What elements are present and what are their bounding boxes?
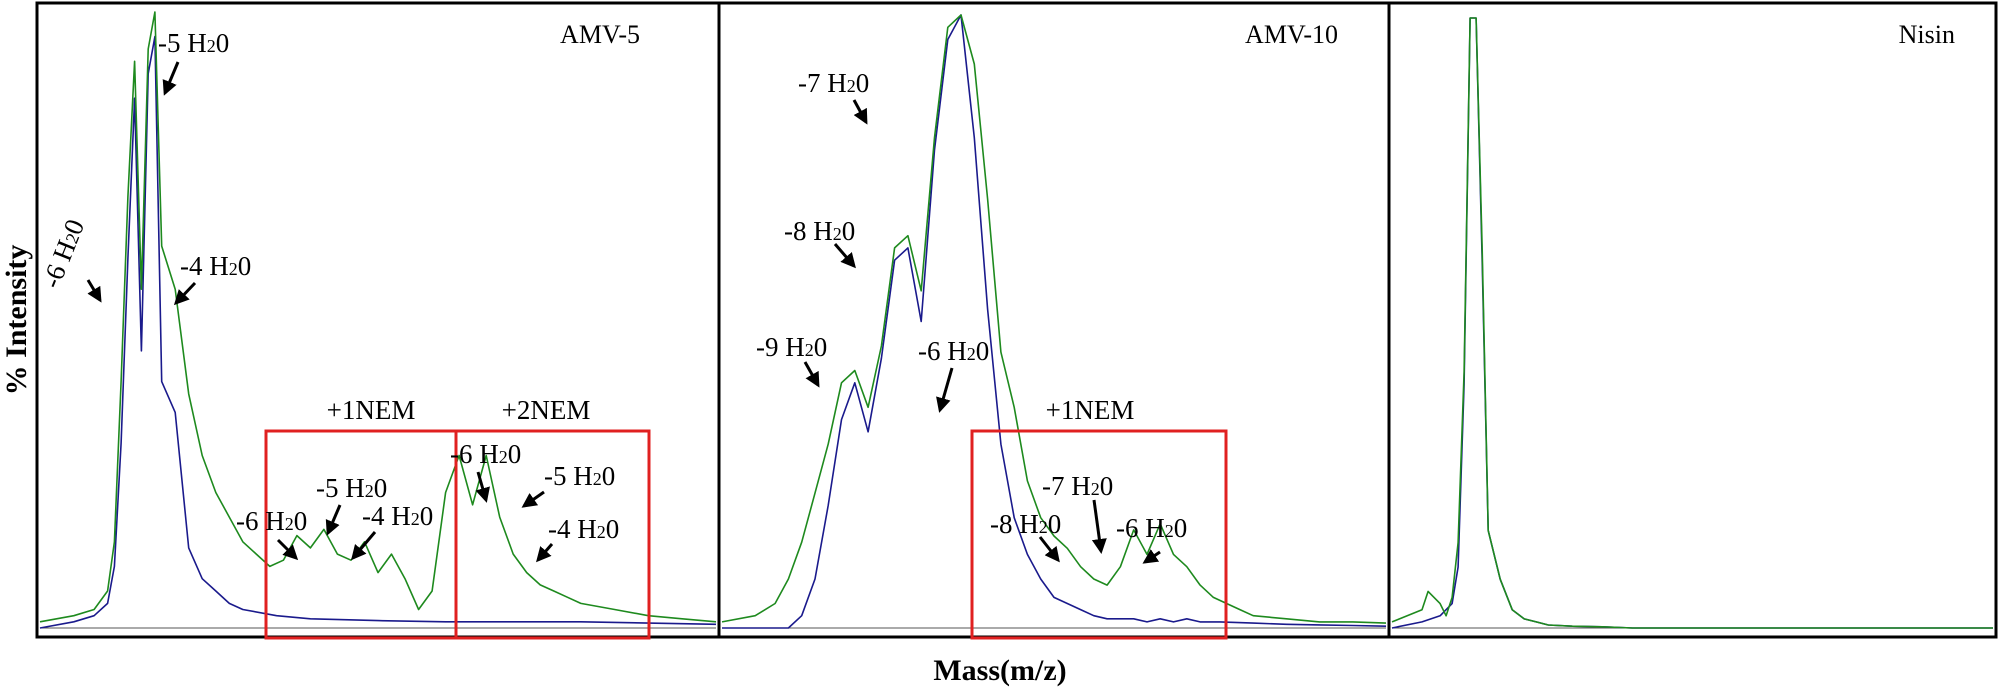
peak-label: -6 H20 [1116,513,1187,543]
peak-arrow [1038,536,1060,563]
peak-arrow [936,367,954,413]
peak-arrow [162,61,180,96]
spectrum-line-green-panel-2 [721,14,1387,624]
nem-highlight-box [970,429,1228,640]
peak-label: -5 H20 [158,28,229,58]
peak-arrow [173,281,197,306]
peak-arrow [521,490,545,508]
spectrum-line-green-panel-3 [1391,17,1993,629]
series-layer [39,11,1993,629]
peak-label: -7 H20 [798,68,869,98]
peak-label: -4 H20 [548,514,619,544]
panel-title-amv5: AMV-5 [560,20,640,49]
peak-label: -7 H20 [1042,471,1113,501]
peak-label: -8 H20 [990,509,1061,539]
peak-arrow [325,504,342,536]
peak-label: -6 H20 [918,336,989,366]
x-axis-title: Mass(m/z) [933,654,1066,687]
peak-label: -9 H20 [756,332,827,362]
nem-box-label: +1NEM [327,395,416,425]
peak-arrow [475,471,490,503]
y-axis-title: % Intensity [0,245,33,396]
peak-label: -6 H20 [450,439,521,469]
spectrum-line-blue-panel-1 [39,35,717,629]
peak-arrow [536,543,554,563]
panel-title-nisin: Nisin [1899,20,1955,49]
peak-label: -8 H20 [784,216,855,246]
peak-arrow [833,243,856,269]
peak-annotations: -6 H20-5 H20-4 H20-6 H20-5 H20-4 H20-6 H… [36,28,1187,564]
peak-label: -5 H20 [316,473,387,503]
peak-arrow [276,538,299,561]
spectrum-line-blue-panel-2 [722,14,1387,629]
peak-arrow [803,361,820,388]
spectrum-line-green-panel-1 [39,11,717,623]
nem-highlight-box [454,429,651,640]
peak-label: -4 H20 [180,251,251,281]
panel-title-amv10: AMV-10 [1245,20,1338,49]
peak-arrow [86,279,102,303]
peak-arrow [351,531,377,561]
peak-label: -4 H20 [362,501,433,531]
peak-label: -6 H20 [236,506,307,536]
nem-box-label: +1NEM [1046,395,1135,425]
peak-arrow [1091,499,1107,554]
peak-arrow [1142,549,1161,564]
highlight-boxes: +1NEM +2NEM +1NEM [264,395,1228,640]
nem-box-label: +2NEM [502,395,591,425]
peak-arrow [852,99,868,125]
peak-label: -5 H20 [544,461,615,491]
